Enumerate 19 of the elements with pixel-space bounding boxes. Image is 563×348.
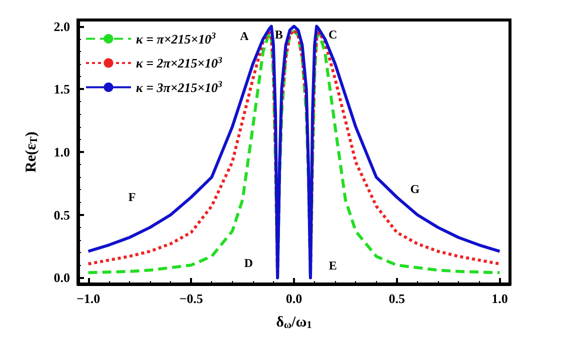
x-tick-label: 0.0: [286, 291, 302, 306]
x-tick-label: 0.5: [388, 291, 406, 306]
annotation: B: [274, 28, 283, 42]
y-tick-label: 1.5: [54, 82, 70, 97]
annotation: G: [410, 182, 420, 196]
x-tick-label: −1.0: [76, 291, 100, 306]
y-tick-label: 1.0: [54, 144, 70, 160]
y-tick-label: 0.5: [54, 207, 70, 222]
y-axis-title: Re(εT): [24, 132, 40, 172]
x-tick-label: −0.5: [179, 291, 204, 306]
x-axis-title: δω/ω1: [276, 314, 312, 331]
annotation: A: [240, 28, 249, 43]
y-tick-label: 0.0: [54, 270, 70, 286]
annotation: C: [328, 28, 338, 42]
annotation: F: [128, 190, 136, 204]
annotation: D: [244, 256, 254, 270]
annotation: E: [328, 258, 337, 273]
y-tick-label: 2.0: [54, 18, 70, 34]
x-tick-label: 1.0: [492, 291, 508, 306]
